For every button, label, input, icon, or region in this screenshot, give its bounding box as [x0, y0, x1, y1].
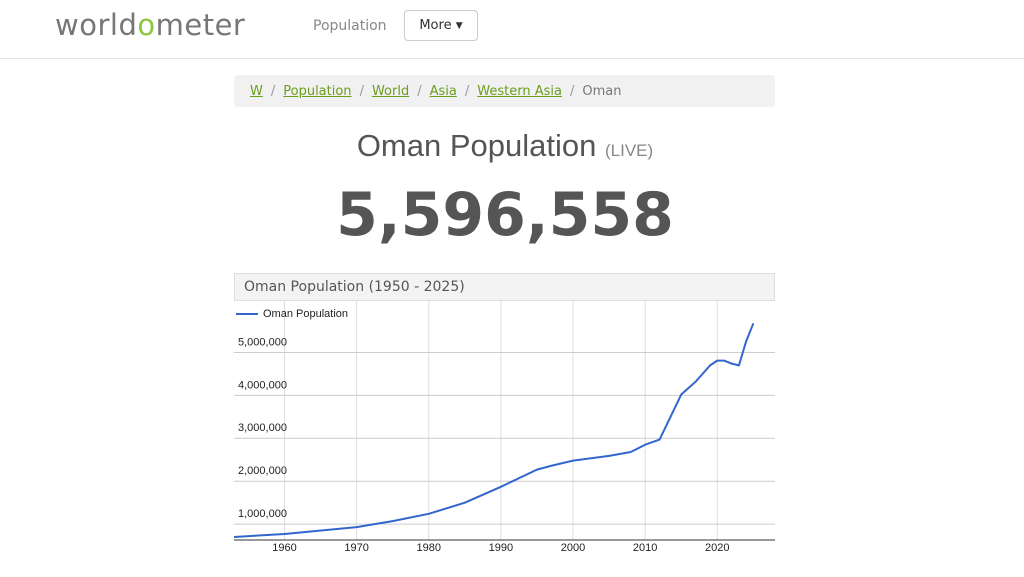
y-tick-label: 3,000,000 — [238, 422, 287, 434]
breadcrumb: W / Population / World / Asia / Western Asia / Oma… — [234, 75, 775, 107]
nav-link[interactable]: Population — [313, 18, 387, 34]
breadcrumb-link[interactable]: World — [371, 83, 410, 99]
more-button[interactable]: More ▼ — [404, 10, 478, 41]
breadcrumb-link[interactable]: Population — [283, 83, 352, 99]
separator: / — [359, 83, 364, 99]
legend-label: Oman Population — [263, 308, 348, 320]
separator: / — [270, 83, 276, 99]
data-line — [233, 322, 755, 538]
x-tick-label: 1980 — [417, 542, 441, 554]
live-tag: (LIVE) — [604, 141, 654, 160]
x-tick-label: 1970 — [344, 542, 368, 554]
page-title: Oman Population (LIVE) — [0, 128, 1010, 164]
header: worldometer Population More ▼ — [0, 0, 1024, 59]
x-tick-label: 1990 — [489, 542, 513, 554]
more-label: More — [419, 18, 452, 33]
chart-title: Oman Population (1950 - 2025) — [234, 273, 775, 301]
x-tick-label: 2010 — [633, 542, 657, 554]
x-tick-label: 2020 — [705, 542, 729, 554]
y-tick-label: 2,000,000 — [238, 465, 287, 477]
y-tick-label: 1,000,000 — [238, 508, 287, 520]
separator: / — [569, 83, 575, 99]
title-text: Oman Population — [356, 128, 597, 163]
logo[interactable]: worldometer — [55, 8, 245, 42]
breadcrumb-current: Oman — [582, 83, 622, 99]
breadcrumb-link[interactable]: W — [250, 83, 263, 99]
x-tick-label: 1960 — [272, 542, 296, 554]
logo-part: world — [55, 8, 138, 42]
separator: / — [417, 83, 422, 99]
logo-part: meter — [155, 8, 246, 42]
breadcrumb-link[interactable]: Western Asia — [477, 83, 562, 99]
y-tick-label: 5,000,000 — [238, 336, 287, 348]
y-tick-label: 4,000,000 — [238, 379, 287, 391]
population-counter: 5,596,558 — [336, 180, 674, 250]
breadcrumb-link[interactable]: Asia — [429, 83, 457, 99]
separator: / — [464, 83, 470, 99]
x-tick-label: 2000 — [561, 542, 585, 554]
logo-part: o — [137, 8, 156, 42]
